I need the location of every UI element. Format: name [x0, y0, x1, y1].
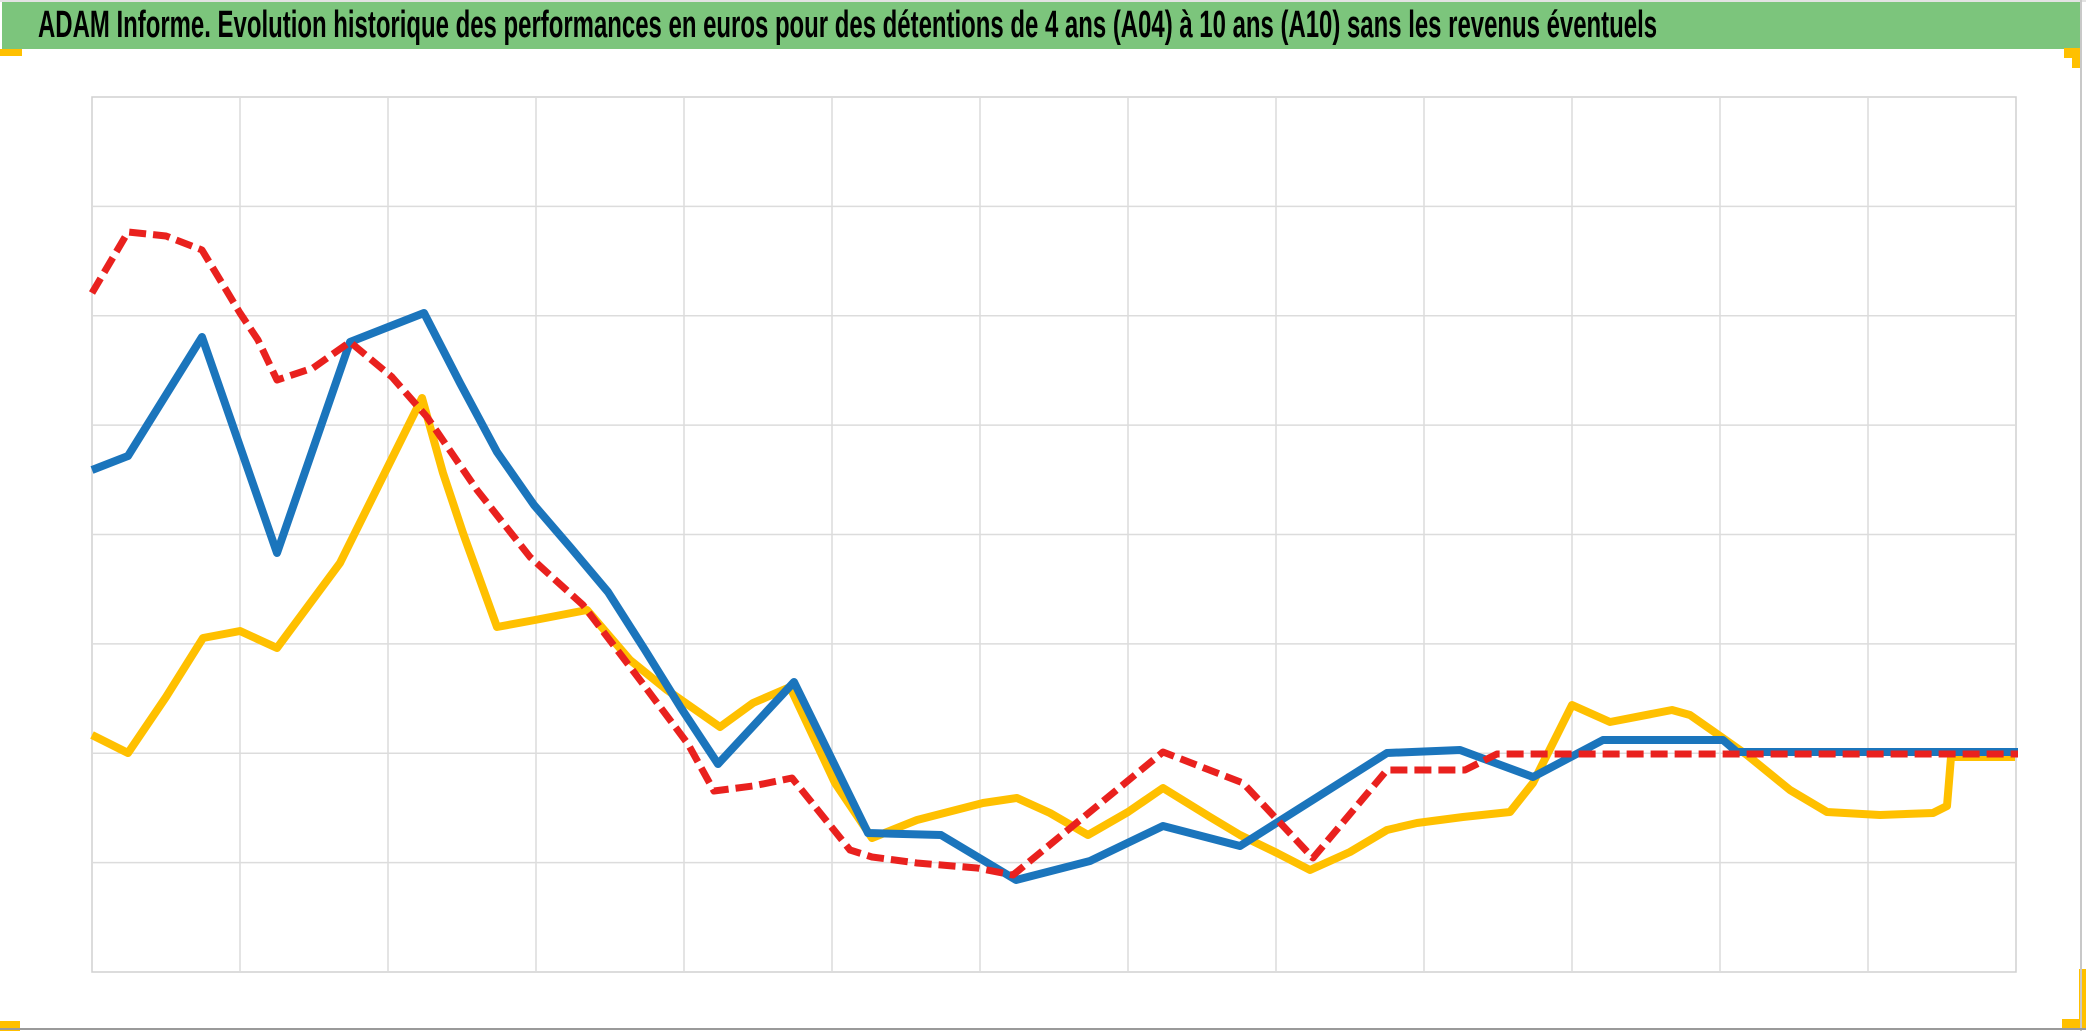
window-right-edge [2080, 0, 2082, 1031]
window-top-edge [0, 0, 2086, 2]
window-bottom-edge [0, 1028, 2086, 1030]
title-bar: ADAM Informe. Evolution historique des p… [2, 2, 2080, 49]
accent-corner-bottom-right-v [2079, 969, 2086, 1028]
page-title: ADAM Informe. Evolution historique des p… [38, 4, 1658, 46]
accent-corner-top-right-v [2072, 48, 2081, 68]
series-yellow [90, 394, 2015, 874]
series-blue [90, 309, 2018, 884]
series-red [88, 228, 2018, 879]
accent-corner-bottom-right [2062, 1019, 2086, 1028]
accent-corner-top-left [0, 49, 22, 56]
accent-corner-bottom-left [0, 1021, 20, 1031]
